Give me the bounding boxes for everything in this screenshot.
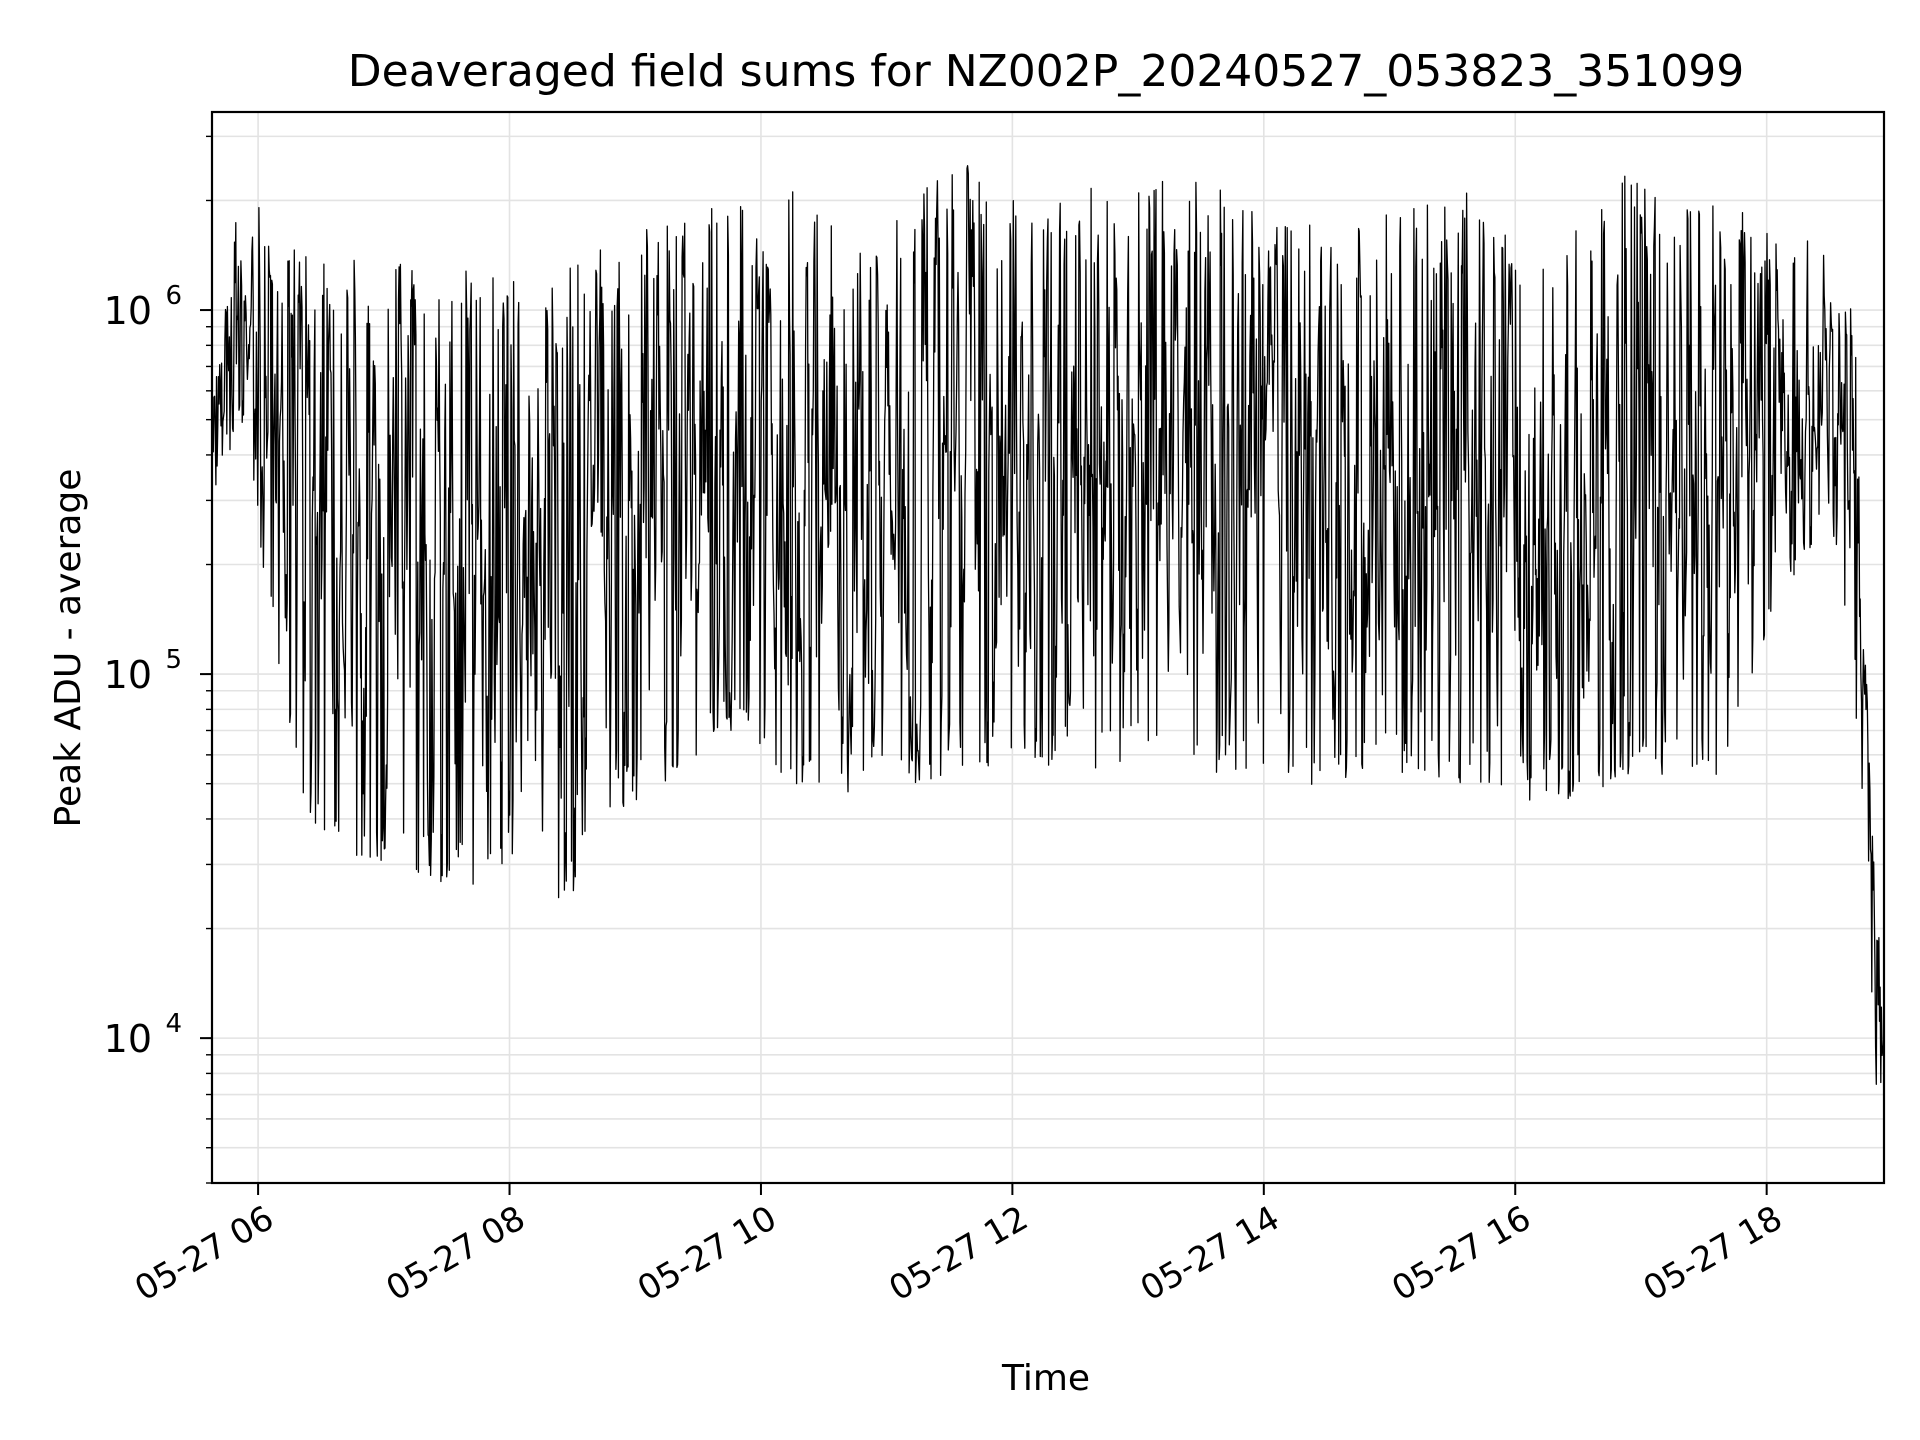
y-tick-label: 10 [104, 653, 152, 697]
y-axis: 10 4 10 5 10 6 [104, 135, 212, 1184]
y-tick-label: 10 [104, 289, 152, 333]
y-tick-exponent: 6 [165, 281, 182, 311]
data-line [212, 165, 1884, 1085]
y-tick-exponent: 5 [165, 645, 182, 675]
plot-area [212, 165, 1884, 1085]
y-tick-exponent: 4 [165, 1009, 182, 1039]
y-tick-label: 10 [104, 1017, 152, 1061]
x-axis-label: Time [1001, 1358, 1090, 1399]
plot-frame [210, 110, 1886, 1185]
chart-title: Deaveraged field sums for NZ002P_2024052… [348, 46, 1744, 97]
y-axis-label: Peak ADU - average [48, 469, 89, 828]
